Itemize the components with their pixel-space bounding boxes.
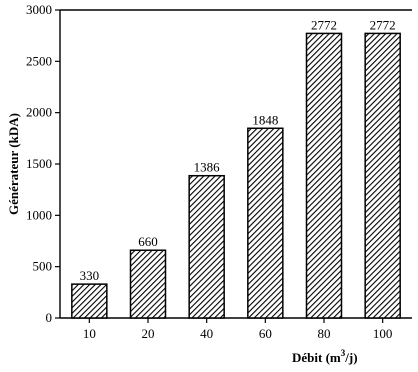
bar-value-label: 660: [138, 234, 158, 249]
y-axis-title: Générateur (kDA): [6, 113, 21, 215]
bar: [71, 283, 108, 319]
y-tick-label: 1500: [26, 156, 52, 171]
y-tick-label: 3000: [26, 2, 52, 17]
x-tick-label: 80: [318, 326, 331, 341]
x-axis-title-tail: /j): [344, 350, 357, 365]
x-axis-title-main: Débit (m: [292, 350, 341, 365]
x-tick-label: 10: [83, 326, 96, 341]
bar: [129, 249, 167, 319]
bar: [247, 127, 284, 319]
plot-frame: [59, 9, 412, 319]
y-tick-label: 500: [33, 259, 53, 274]
bar: [305, 32, 343, 319]
bar-series: [71, 32, 401, 319]
y-tick-label: 0: [46, 310, 53, 325]
bar: [364, 32, 401, 319]
x-tick-label: 60: [259, 326, 272, 341]
bar-value-label: 2772: [311, 17, 337, 32]
x-axis-ticks: 10 20 40 60 80 100: [83, 318, 393, 341]
bar-value-label: 330: [80, 268, 100, 283]
y-tick-label: 2500: [26, 53, 52, 68]
x-tick-label: 20: [142, 326, 155, 341]
data-labels: 330 660 1386 1848 2772 2772: [80, 17, 396, 283]
y-tick-label: 2000: [26, 105, 52, 120]
bar: [188, 174, 225, 319]
x-tick-label: 40: [200, 326, 213, 341]
bar-value-label: 1848: [252, 112, 278, 127]
bar-value-label: 2772: [370, 17, 396, 32]
x-tick-label: 100: [373, 326, 393, 341]
y-tick-label: 1000: [26, 207, 52, 222]
x-axis-title: Débit (m3/j): [292, 348, 358, 365]
x-axis-title-superscript: 3: [341, 348, 346, 358]
y-axis-ticks: 0 500 1000 1500 2000 2500 3000: [26, 2, 60, 325]
bar-value-label: 1386: [194, 160, 221, 175]
